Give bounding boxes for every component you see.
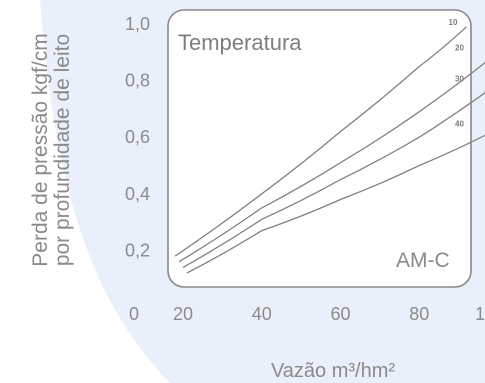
series-label-40: 40 [455, 120, 464, 129]
x-axis-title: Vazão m³/hm² [270, 360, 396, 382]
x-tick-label-0: 20 [173, 304, 193, 324]
x-tick-label-3: 80 [409, 304, 429, 324]
y-tick-label-4: 1,0 [125, 14, 150, 34]
series-label-20: 20 [455, 43, 464, 52]
x-tick-label-zero: 0 [129, 304, 139, 324]
series-label-10: 10 [449, 18, 458, 27]
series-line-30 [182, 92, 485, 268]
series-line-40 [186, 134, 485, 274]
y-tick-label-3: 0,8 [125, 71, 150, 91]
y-tick-labels: 0,2 0,4 0,6 0,8 1,0 [125, 14, 150, 260]
box-title: Temperatura [178, 30, 302, 55]
product-tag: AM-C [396, 249, 450, 272]
y-tick-label-0: 0,2 [125, 240, 150, 260]
series-label-30: 30 [455, 74, 464, 83]
y-tick-label-2: 0,6 [125, 127, 150, 147]
x-tick-label-1: 40 [252, 304, 272, 324]
x-tick-label-4: 100 [475, 304, 485, 324]
series-line-10 [174, 26, 467, 257]
x-tick-label-2: 60 [330, 304, 350, 324]
y-tick-label-1: 0,4 [125, 184, 150, 204]
series-group: 10 20 30 40 [174, 18, 485, 274]
x-tick-labels: 0 20 40 60 80 100 [129, 304, 485, 324]
series-line-20 [178, 61, 485, 263]
